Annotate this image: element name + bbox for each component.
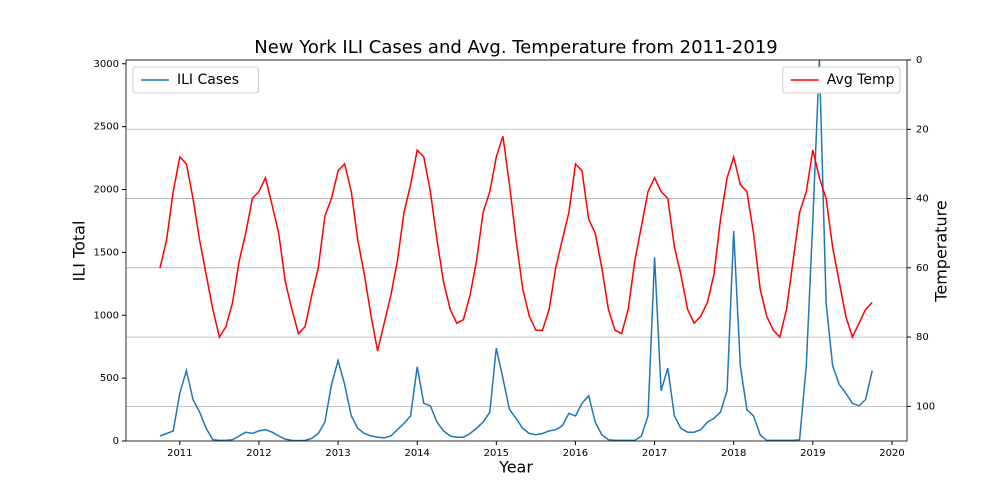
x-tick-label: 2012 (246, 448, 271, 459)
x-tick-label: 2018 (721, 448, 746, 459)
chart-title: New York ILI Cases and Avg. Temperature … (254, 37, 778, 58)
series-line (159, 135, 873, 352)
y-tick-label: 1000 (94, 310, 119, 321)
x-tick-label: 2011 (167, 448, 192, 459)
y2-tick-label: 100 (916, 401, 935, 412)
series-line (159, 60, 873, 441)
legend-box (132, 66, 260, 94)
y2-tick-label: 20 (916, 124, 929, 135)
y-tick-label: 2000 (94, 185, 119, 196)
y-tick-label: 0 (113, 436, 119, 447)
y2-tick-label: 80 (916, 332, 929, 343)
y2-tick-label: 0 (916, 55, 922, 66)
x-tick-label: 2016 (563, 448, 588, 459)
y-tick-label: 500 (100, 373, 119, 384)
x-tick-label: 2017 (642, 448, 667, 459)
x-tick-label: 2014 (404, 448, 429, 459)
plot-frame (125, 59, 908, 442)
x-tick-label: 2015 (484, 448, 509, 459)
y-tick-label: 1500 (94, 247, 119, 258)
y2-axis-label: Temperature (932, 200, 951, 302)
y-axis-label: ILI Total (70, 221, 89, 282)
x-tick-label: 2020 (879, 448, 904, 459)
legend-label: Avg Temp (827, 72, 895, 88)
x-tick-label: 2019 (800, 448, 825, 459)
legend-label: ILI Cases (177, 72, 239, 88)
legend-box (782, 66, 901, 94)
x-axis-label: Year (498, 458, 533, 477)
y2-tick-label: 40 (916, 194, 929, 205)
y-tick-label: 2500 (94, 122, 119, 133)
y2-tick-label: 60 (916, 263, 929, 274)
y-tick-label: 3000 (94, 59, 119, 70)
x-tick-label: 2013 (325, 448, 350, 459)
